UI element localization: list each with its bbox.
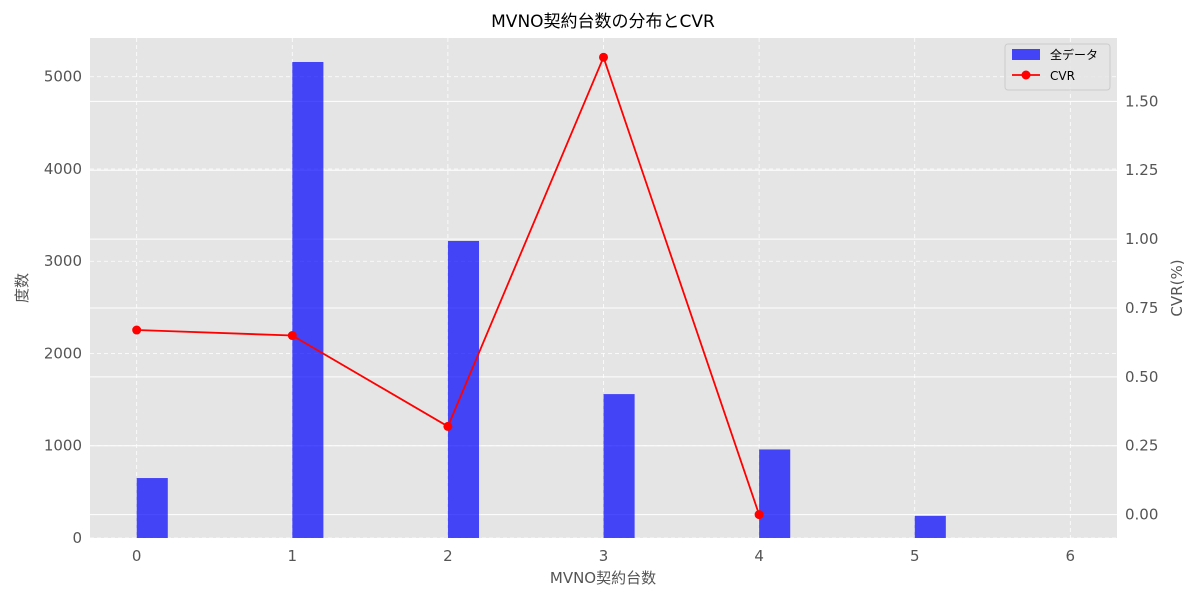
legend-swatch-marker bbox=[1021, 70, 1031, 80]
y-axis-label-right: CVR(%) bbox=[1168, 259, 1186, 316]
bar bbox=[914, 515, 946, 538]
x-tick-label: 2 bbox=[443, 547, 453, 565]
x-tick-label: 5 bbox=[910, 547, 920, 565]
x-tick-label: 1 bbox=[288, 547, 298, 565]
x-tick-label: 6 bbox=[1066, 547, 1076, 565]
y-right-tick-label: 0.75 bbox=[1125, 299, 1158, 317]
y-right-tick-label: 0.00 bbox=[1125, 506, 1158, 524]
cvr-point bbox=[754, 510, 764, 520]
x-tick-label: 0 bbox=[132, 547, 142, 565]
y-left-tick-label: 5000 bbox=[44, 68, 82, 86]
tick-labels: 0 1 2 3 4 5 6 0 1000 2000 3000 4000 5000 0.00 0.25 0.50… bbox=[44, 68, 1159, 565]
y-left-tick-label: 3000 bbox=[44, 252, 82, 270]
legend-label-line: CVR bbox=[1050, 69, 1075, 83]
legend: 全データ CVR bbox=[1004, 43, 1111, 91]
x-axis-label: MVNO契約台数 bbox=[550, 569, 656, 587]
bar bbox=[759, 449, 791, 538]
y-left-tick-label: 0 bbox=[72, 529, 82, 547]
y-left-tick-label: 2000 bbox=[44, 344, 82, 362]
x-tick-label: 4 bbox=[754, 547, 764, 565]
cvr-point bbox=[599, 52, 608, 62]
chart-title: MVNO契約台数の分布とCVR bbox=[491, 12, 715, 32]
y-left-tick-label: 4000 bbox=[44, 160, 82, 178]
y-right-tick-label: 1.50 bbox=[1125, 92, 1158, 110]
cvr-point bbox=[443, 421, 453, 431]
x-tick-label: 3 bbox=[599, 547, 609, 565]
y-right-tick-label: 1.25 bbox=[1125, 161, 1158, 179]
cvr-point bbox=[132, 325, 142, 335]
y-right-tick-label: 0.25 bbox=[1125, 437, 1158, 455]
y-right-tick-label: 1.00 bbox=[1125, 230, 1158, 248]
y-right-tick-label: 0.50 bbox=[1125, 368, 1158, 386]
bar bbox=[292, 61, 324, 539]
y-axis-label-left: 度数 bbox=[13, 273, 31, 303]
cvr-series bbox=[132, 52, 764, 520]
bar-series bbox=[136, 61, 946, 539]
bar bbox=[603, 394, 635, 538]
legend-label-bars: 全データ bbox=[1050, 47, 1098, 62]
legend-swatch-bars bbox=[1012, 49, 1040, 60]
bar bbox=[136, 478, 168, 538]
y-left-tick-label: 1000 bbox=[44, 437, 82, 455]
cvr-point bbox=[287, 331, 297, 341]
